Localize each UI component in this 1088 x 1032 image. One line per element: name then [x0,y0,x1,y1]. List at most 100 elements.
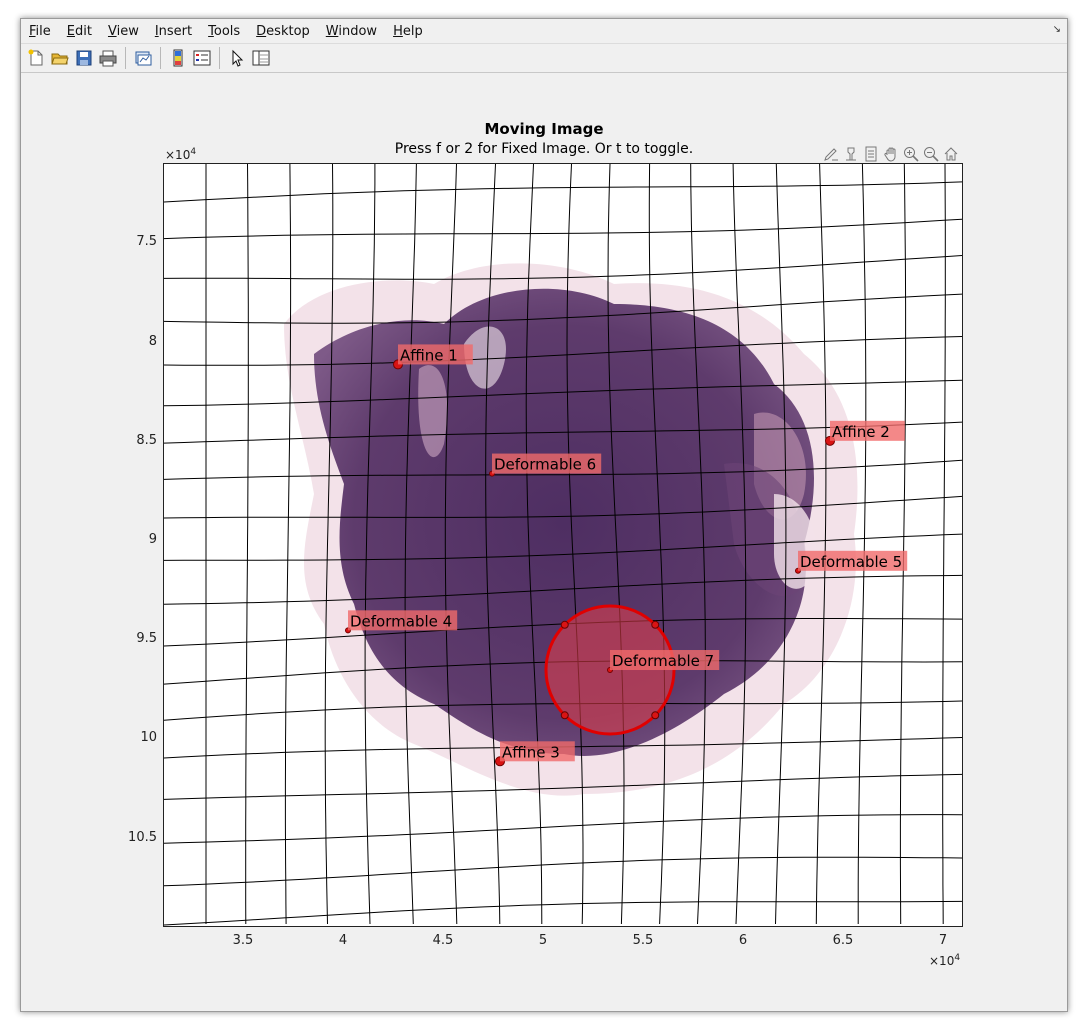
control-point-label: Deformable 5 [800,553,902,571]
grid-line-vertical [732,164,747,925]
restore-icon[interactable] [861,144,881,164]
control-point-7[interactable]: Deformable 7 [607,650,720,674]
x-tick-label: 4 [338,933,348,948]
menu-mnemonic: I [154,24,159,39]
save-icon[interactable] [73,47,95,69]
menu-label-rest: ools [213,24,241,39]
grid-line-vertical [815,164,827,925]
control-point-label-bg [500,741,575,762]
axes-toolbar [821,144,961,164]
y-tick-label: 10 [140,730,157,746]
menu-mnemonic: D [256,24,267,39]
axes-title: Moving Image [484,120,604,138]
x-exponent: ×104 [929,953,961,968]
legend-icon[interactable] [191,47,213,69]
grid-line-vertical [245,164,249,925]
y-tick-label: 9.5 [136,631,157,647]
grid-line-horizontal [164,181,962,203]
toolbar-separator [125,47,126,69]
zoom-in-icon[interactable] [901,144,921,164]
moving-image-plot[interactable]: Affine 1 Affine 2 Affine 3 Deformable 4 Defo… [164,164,963,927]
figure-canvas: Moving Image Press f or 2 for Fixed Imag… [21,73,1067,1011]
y-tick-label: 9 [148,532,157,548]
colorbar-icon[interactable] [167,47,189,69]
brush-icon[interactable] [821,144,841,164]
pan-icon[interactable] [881,144,901,164]
control-point-4[interactable]: Deformable 4 [345,610,458,634]
menu-mnemonic: W [325,24,339,39]
grid-line-horizontal [164,856,962,887]
link-plot-icon[interactable] [132,47,154,69]
grid-line-vertical [485,164,501,925]
control-point-label: Deformable 6 [494,456,596,474]
new-figure-icon[interactable] [25,47,47,69]
grid-line-horizontal [164,495,962,519]
toolbar-separator [219,47,220,69]
grid-line-horizontal [164,900,962,926]
menu-mnemonic: H [393,24,403,39]
grid-line-vertical [607,164,625,925]
menu-label-rest: iew [116,24,139,39]
menu-insert[interactable]: Insert [147,19,200,43]
menu-file[interactable]: File [21,19,59,43]
y-tick-label: 7.5 [136,234,157,250]
edit-plot-icon[interactable] [226,47,248,69]
menu-mnemonic: F [29,24,36,39]
menu-desktop[interactable]: Desktop [248,19,318,43]
grid-line-vertical [284,164,292,925]
menu-edit[interactable]: Edit [59,19,100,43]
control-point-6[interactable]: Deformable 6 [489,453,602,477]
x-tick-label: 3.5 [232,933,254,948]
roi-resize-handle [651,711,660,720]
menu-help[interactable]: Help [385,19,431,43]
control-point-label: Affine 2 [832,423,890,441]
grid-line-vertical [404,164,417,925]
control-points: Affine 1 Affine 2 Affine 3 Deformable 4 Defo… [345,344,908,767]
menu-bar: File Edit View Insert Tools Desktop Window Help… [21,19,1067,43]
home-icon[interactable] [941,144,961,164]
roi-resize-handle [560,711,569,720]
control-point-label-bg [398,344,473,365]
grid-line-vertical [525,164,543,925]
dock-arrow-icon[interactable]: ↘ [1052,24,1061,35]
zoom-out-icon[interactable] [921,144,941,164]
image-axes[interactable]: Affine 1 Affine 2 Affine 3 Deformable 4 Defo… [163,163,963,927]
control-point-label: Deformable 7 [612,652,714,670]
x-tick-label: 4.5 [432,933,454,948]
property-inspector-icon[interactable] [250,47,272,69]
control-point-1[interactable]: Affine 1 [393,344,473,370]
grid-line-horizontal [164,335,962,366]
grid-line-vertical [444,164,458,925]
menu-label-rest: ile [35,24,51,39]
control-point-label-bg [610,650,720,671]
grid-line-horizontal [164,574,962,605]
figure-window: File Edit View Insert Tools Desktop Window Help… [20,18,1068,1012]
grid-line-horizontal [164,533,962,561]
grid-line-horizontal [164,293,962,324]
grid-line-horizontal [164,814,962,844]
grid-line-horizontal [164,379,962,407]
control-point-label-bg [798,550,908,571]
control-point-3[interactable]: Affine 3 [495,741,575,767]
x-tick-label: 6.5 [832,933,854,948]
y-tick-label: 8 [148,333,157,349]
x-tick-label: 6 [738,933,748,948]
toolbar-separator [160,47,161,69]
menu-tools[interactable]: Tools [200,19,248,43]
print-icon[interactable] [97,47,119,69]
control-point-label-bg [830,420,905,441]
menu-label-rest: esktop [266,24,310,39]
roi-resize-handle [651,620,660,629]
grid-line-horizontal [164,218,962,240]
figure-toolbar [21,43,1067,73]
x-tick-label: 5 [538,933,548,948]
y-tick-label: 10.5 [128,829,157,845]
menu-view[interactable]: View [100,19,147,43]
grid-line-vertical [364,164,376,925]
control-point-2[interactable]: Affine 2 [825,420,905,446]
control-point-5[interactable]: Deformable 5 [795,550,908,574]
data-tips-icon[interactable] [841,144,861,164]
open-icon[interactable] [49,47,71,69]
grid-line-vertical [899,164,907,925]
menu-window[interactable]: Window [318,19,385,43]
